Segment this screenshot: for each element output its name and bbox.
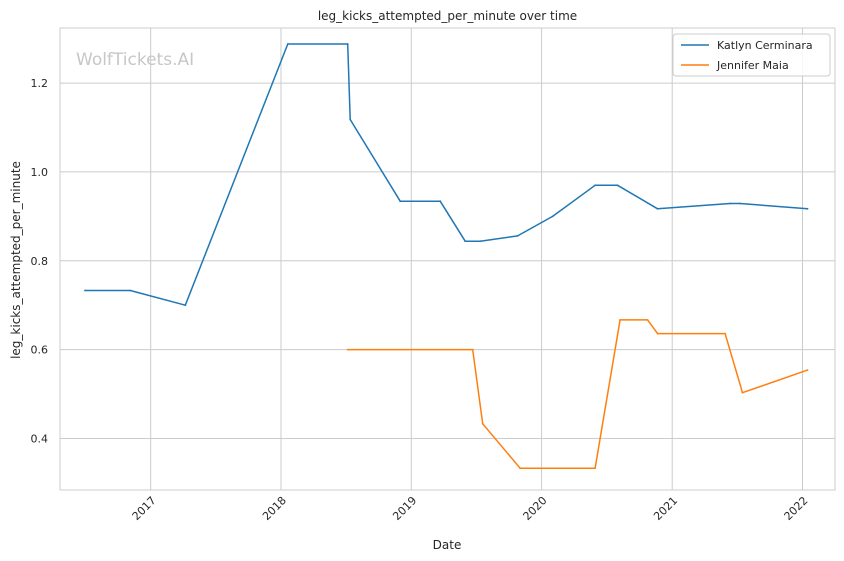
data-point-jennifer-maia bbox=[519, 467, 521, 470]
data-point-jennifer-maia bbox=[656, 332, 659, 335]
data-point-jennifer-maia bbox=[481, 422, 484, 425]
data-point-katlyn-cerminara bbox=[479, 240, 482, 243]
data-point-jennifer-maia bbox=[619, 319, 621, 321]
data-point-jennifer-maia bbox=[724, 332, 726, 335]
data-point-jennifer-maia bbox=[646, 319, 649, 321]
y-tick-label: 0.8 bbox=[31, 255, 49, 268]
data-point-katlyn-cerminara bbox=[464, 240, 467, 243]
data-point-katlyn-cerminara bbox=[84, 289, 86, 292]
data-point-jennifer-maia bbox=[471, 348, 474, 351]
y-tick-labels: 0.4 0.6 0.8 1.0 1.2 bbox=[31, 77, 49, 445]
data-point-katlyn-cerminara bbox=[551, 215, 554, 218]
gridlines bbox=[60, 28, 835, 490]
y-tick-label: 1.2 bbox=[31, 77, 49, 90]
legend: Katlyn Cerminara Jennifer Maia bbox=[672, 33, 831, 77]
x-axis-label: Date bbox=[433, 538, 462, 552]
data-point-katlyn-cerminara bbox=[129, 289, 132, 292]
data-point-katlyn-cerminara bbox=[399, 200, 402, 203]
watermark-text: WolfTickets.AI bbox=[76, 50, 194, 70]
data-point-katlyn-cerminara bbox=[349, 118, 352, 121]
y-tick-label: 0.6 bbox=[31, 344, 49, 357]
data-point-jennifer-maia bbox=[594, 467, 596, 470]
series-layer bbox=[84, 43, 809, 470]
y-axis-label: leg_kicks_attempted_per_minute bbox=[9, 161, 23, 359]
data-point-katlyn-cerminara bbox=[594, 184, 596, 187]
data-point-katlyn-cerminara bbox=[346, 43, 349, 45]
data-point-katlyn-cerminara bbox=[729, 202, 731, 205]
data-point-katlyn-cerminara bbox=[806, 207, 809, 210]
legend-box bbox=[672, 33, 831, 77]
data-point-katlyn-cerminara bbox=[616, 184, 619, 187]
y-tick-label: 1.0 bbox=[31, 166, 49, 179]
data-point-jennifer-maia bbox=[741, 391, 744, 394]
series-line-katlyn-cerminara bbox=[85, 43, 808, 306]
data-point-jennifer-maia bbox=[806, 369, 809, 371]
legend-label-katlyn-cerminara: Katlyn Cerminara bbox=[717, 39, 813, 52]
data-point-jennifer-maia bbox=[346, 348, 349, 351]
data-point-katlyn-cerminara bbox=[184, 304, 187, 307]
data-point-katlyn-cerminara bbox=[739, 202, 741, 205]
plot-frame bbox=[59, 27, 836, 491]
data-point-katlyn-cerminara bbox=[286, 43, 289, 45]
data-point-katlyn-cerminara bbox=[656, 207, 659, 210]
data-point-katlyn-cerminara bbox=[439, 200, 442, 203]
data-point-katlyn-cerminara bbox=[516, 235, 519, 237]
y-tick-label: 0.4 bbox=[31, 432, 49, 445]
chart-title: leg_kicks_attempted_per_minute over time bbox=[318, 9, 577, 23]
legend-label-jennifer-maia: Jennifer Maia bbox=[716, 59, 789, 72]
